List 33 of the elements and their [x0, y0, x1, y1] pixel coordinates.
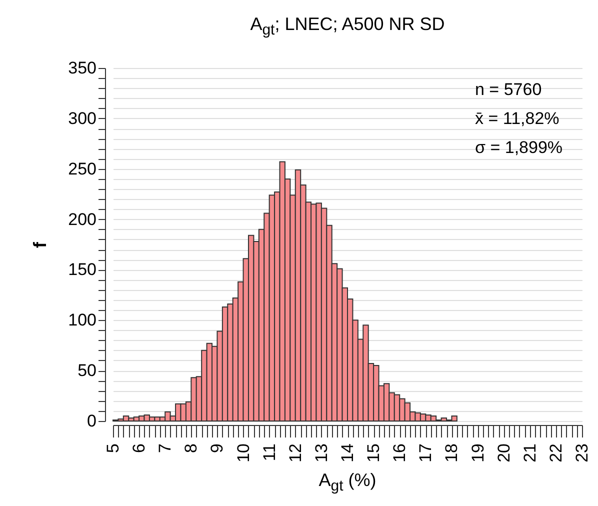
x-tick-label: 8 — [182, 444, 201, 453]
x-tick-label: 5 — [104, 444, 122, 453]
x-tick-label: 11 — [260, 444, 279, 462]
x-tick-label: 17 — [416, 444, 436, 462]
y-axis-title: f — [30, 241, 50, 248]
x-tick-label: 7 — [156, 444, 175, 453]
y-tick-label: 50 — [78, 361, 96, 380]
y-tick-label: 0 — [87, 412, 96, 430]
x-tick-label: 13 — [312, 444, 331, 462]
x-tick-label: 10 — [234, 444, 253, 462]
x-tick-label: 18 — [442, 444, 462, 462]
x-axis-title: A$_{gt}$ (%) — [318, 470, 378, 495]
y-tick-label: 200 — [68, 210, 96, 229]
x-tick-label: 6 — [130, 444, 149, 453]
x-tick-label: 21 — [520, 444, 540, 462]
x-tick-label: 22 — [546, 444, 566, 462]
y-tick-label: 350 — [68, 58, 96, 78]
annotation: x̄ = 11,82% — [475, 109, 560, 128]
x-tick-label: 16 — [390, 444, 410, 462]
x-tick-label: 23 — [572, 444, 592, 462]
y-tick-label: 300 — [68, 108, 96, 128]
x-tick-label: 20 — [494, 444, 514, 462]
x-tick-label: 14 — [338, 444, 357, 462]
x-tick-label: 15 — [364, 444, 384, 462]
y-tick-label: 250 — [68, 159, 96, 178]
chart-title: A$_{gt}$; LNEC; A500 NR SD — [249, 14, 446, 39]
x-tick-label: 19 — [468, 444, 488, 462]
annotation: σ = 1,899% — [475, 138, 563, 157]
y-tick-label: 150 — [68, 260, 96, 280]
x-tick-label: 12 — [286, 444, 305, 462]
y-tick-label: 100 — [68, 310, 96, 330]
annotation: n = 5760 — [475, 80, 542, 99]
x-tick-label: 9 — [208, 444, 227, 453]
